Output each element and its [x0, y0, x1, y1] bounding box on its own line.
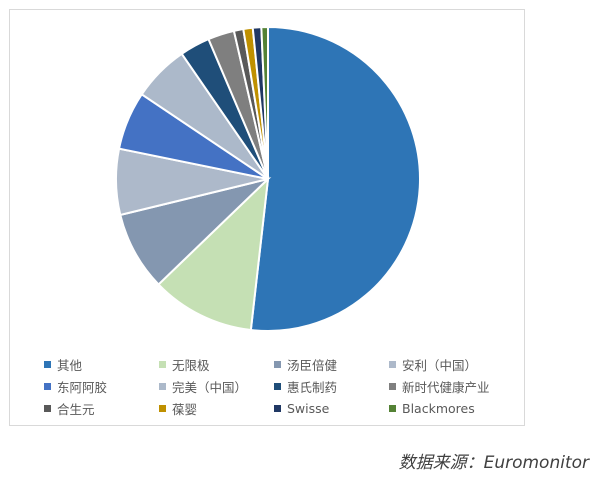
legend-item: 完美（中国）	[159, 377, 274, 395]
chart-frame: 其他 无限极 汤臣倍健 安利（中国） 东阿阿胶 完美（中国） 惠氏制药 新时代健康产业合生元 葆…	[9, 9, 525, 426]
legend-label: 东阿阿胶	[57, 379, 108, 395]
legend-swatch	[274, 404, 281, 412]
legend-item: 安利（中国）	[389, 355, 514, 373]
legend-label: 惠氏制药	[287, 379, 338, 395]
legend-swatch	[274, 382, 281, 390]
legend-item: 合生元	[44, 399, 159, 417]
legend-item: 汤臣倍健	[274, 355, 389, 373]
legend-item: 新时代健康产业	[389, 377, 514, 395]
legend-label: 安利（中国）	[402, 357, 478, 373]
legend-item: 葆婴	[159, 399, 274, 417]
legend-item: 无限极	[159, 355, 274, 373]
legend-label: 新时代健康产业	[402, 379, 490, 395]
legend-item: 其他	[44, 355, 159, 373]
legend-item: 惠氏制药	[274, 377, 389, 395]
pie-slice-1	[157, 176, 270, 332]
legend-swatch	[159, 404, 166, 412]
legend-swatch	[389, 382, 396, 390]
legend-label: 汤臣倍健	[287, 357, 338, 373]
legend-label: 合生元	[57, 401, 95, 417]
legend-swatch	[159, 382, 166, 390]
legend-swatch	[44, 360, 51, 368]
legend-label: Swisse	[287, 400, 330, 416]
legend-swatch	[274, 360, 281, 368]
legend-swatch	[44, 382, 51, 390]
legend-item: 东阿阿胶	[44, 377, 159, 395]
pie-chart	[115, 25, 421, 332]
legend-swatch	[389, 360, 396, 368]
legend-label: 无限极	[172, 357, 210, 373]
legend-swatch	[159, 360, 166, 368]
legend-label: 葆婴	[172, 401, 198, 417]
pie-slice-11	[260, 25, 269, 180]
legend-label: 其他	[57, 357, 83, 373]
legend-item: Swisse	[274, 399, 389, 417]
source-note: 数据来源：Euromonitor	[398, 453, 589, 473]
legend-swatch	[389, 404, 396, 412]
pie-slice-0	[249, 25, 421, 332]
legend-label: 完美（中国）	[172, 379, 248, 395]
legend: 其他 无限极 汤臣倍健 安利（中国） 东阿阿胶 完美（中国） 惠氏制药 新时代健康产业合生元 葆…	[44, 355, 514, 417]
legend-label: Blackmores	[402, 400, 475, 416]
legend-swatch	[44, 404, 51, 412]
legend-item: Blackmores	[389, 399, 514, 417]
